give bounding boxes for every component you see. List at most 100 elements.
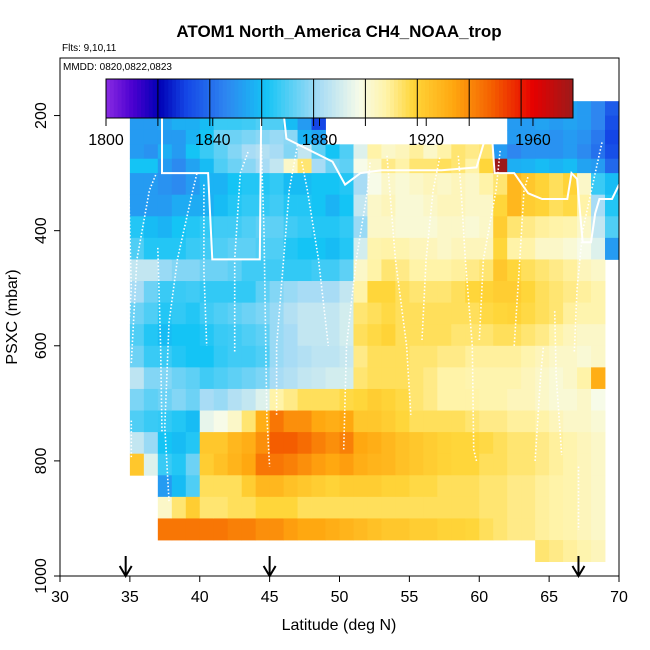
heatmap-cell bbox=[199, 115, 215, 131]
heatmap-cell bbox=[437, 194, 452, 217]
heatmap-cell bbox=[465, 518, 480, 541]
heatmap-cell bbox=[437, 216, 452, 239]
heatmap-cell bbox=[563, 432, 578, 455]
heatmap-cell bbox=[157, 496, 173, 519]
heatmap-cell bbox=[241, 496, 257, 519]
heatmap-cell bbox=[465, 496, 480, 519]
heatmap-cell bbox=[591, 302, 606, 325]
heatmap-cell bbox=[409, 345, 424, 368]
heatmap-cell bbox=[241, 237, 257, 260]
heatmap-cell bbox=[339, 281, 354, 304]
heatmap-cell bbox=[339, 158, 354, 174]
heatmap-cell bbox=[549, 540, 564, 563]
heatmap-cell bbox=[255, 194, 271, 217]
heatmap-cell bbox=[577, 115, 592, 131]
heatmap-cell bbox=[255, 345, 271, 368]
heatmap-cell bbox=[535, 158, 550, 174]
profile-dotted-line bbox=[553, 311, 563, 456]
heatmap-cell bbox=[297, 453, 312, 476]
heatmap-cell bbox=[381, 388, 396, 411]
heatmap-cell bbox=[185, 158, 201, 174]
heatmap-cell bbox=[143, 281, 159, 304]
heatmap-cell bbox=[493, 302, 508, 325]
heatmap-cell bbox=[283, 259, 298, 282]
y-tick-label: 400 bbox=[33, 217, 50, 244]
heatmap-cell bbox=[409, 432, 424, 455]
heatmap-cell bbox=[157, 259, 173, 282]
colorbar-swatch bbox=[343, 79, 348, 118]
colorbar-swatch bbox=[358, 79, 364, 118]
heatmap-cell bbox=[437, 475, 452, 498]
colorbar-swatch bbox=[187, 79, 193, 118]
heatmap-cell bbox=[171, 432, 187, 455]
heatmap-cell bbox=[591, 259, 606, 282]
heatmap-cell bbox=[353, 345, 368, 368]
heatmap-cell bbox=[157, 158, 173, 174]
colorbar-swatch bbox=[561, 79, 566, 118]
y-tick-label: 600 bbox=[33, 332, 50, 359]
colorbar-swatch bbox=[316, 79, 321, 118]
heatmap-cell bbox=[437, 453, 452, 476]
heatmap-cell bbox=[367, 324, 382, 347]
heatmap-cell bbox=[535, 496, 550, 519]
heatmap-cell bbox=[381, 194, 396, 217]
heatmap-cell bbox=[185, 173, 201, 196]
heatmap-cell bbox=[213, 453, 229, 476]
heatmap-cell bbox=[185, 453, 201, 476]
heatmap-cell bbox=[549, 194, 564, 217]
heatmap-cell bbox=[143, 259, 159, 282]
heatmap-cell bbox=[129, 302, 145, 325]
profile-dotted-line bbox=[513, 175, 529, 346]
colorbar-swatch bbox=[179, 79, 185, 118]
heatmap-cell bbox=[465, 432, 480, 455]
dates-note: MMDD: 0820,0822,0823 bbox=[63, 62, 172, 73]
heatmap-cell bbox=[395, 259, 410, 282]
colorbar-swatch bbox=[172, 79, 177, 118]
heatmap-cell bbox=[605, 115, 620, 131]
heatmap-cell bbox=[591, 129, 606, 145]
heatmap-cell bbox=[409, 496, 424, 519]
heatmap-cell bbox=[605, 216, 620, 239]
heatmap-cell bbox=[129, 173, 145, 196]
colorbar-swatch bbox=[502, 79, 508, 118]
x-tick-label: 60 bbox=[470, 589, 488, 606]
heatmap-cell bbox=[297, 281, 312, 304]
colorbar-swatch bbox=[203, 79, 208, 118]
heatmap-cell bbox=[199, 432, 215, 455]
heatmap-cell bbox=[591, 475, 606, 498]
heatmap-cell bbox=[409, 216, 424, 239]
heatmap-cell bbox=[507, 115, 522, 131]
heatmap-cell bbox=[507, 216, 522, 239]
heatmap-cell bbox=[409, 144, 424, 160]
heatmap-cell bbox=[549, 496, 564, 519]
colorbar-swatch bbox=[277, 79, 282, 118]
colorbar-swatch bbox=[164, 79, 169, 118]
heatmap-cell bbox=[395, 158, 410, 174]
heatmap-cell bbox=[143, 158, 159, 174]
heatmap-cell bbox=[171, 475, 187, 498]
heatmap-cell bbox=[465, 158, 480, 174]
heatmap-cell bbox=[213, 496, 229, 519]
heatmap-cell bbox=[213, 345, 229, 368]
heatmap-cell bbox=[185, 475, 201, 498]
heatmap-cell bbox=[535, 475, 550, 498]
heatmap-cell bbox=[465, 453, 480, 476]
heatmap-cell bbox=[185, 194, 201, 217]
x-axis: 30 35 40 45 50 55 60 65 70 bbox=[51, 575, 628, 606]
colorbar-swatch bbox=[534, 79, 539, 118]
heatmap-cell bbox=[213, 259, 229, 282]
heatmap-cell bbox=[157, 173, 173, 196]
heatmap-cell bbox=[227, 144, 243, 160]
heatmap-cell bbox=[451, 475, 466, 498]
heatmap-cell bbox=[577, 388, 592, 411]
colorbar-swatch bbox=[117, 79, 123, 118]
heatmap-cell bbox=[325, 237, 340, 260]
heatmap-cell bbox=[157, 345, 173, 368]
heatmap-cell bbox=[213, 144, 229, 160]
heatmap-cell bbox=[451, 302, 466, 325]
heatmap-cell bbox=[255, 388, 271, 411]
heatmap-cell bbox=[185, 129, 201, 145]
colorbar-swatch bbox=[526, 79, 531, 118]
heatmap-cell bbox=[269, 115, 285, 131]
heatmap-cell bbox=[213, 367, 229, 390]
